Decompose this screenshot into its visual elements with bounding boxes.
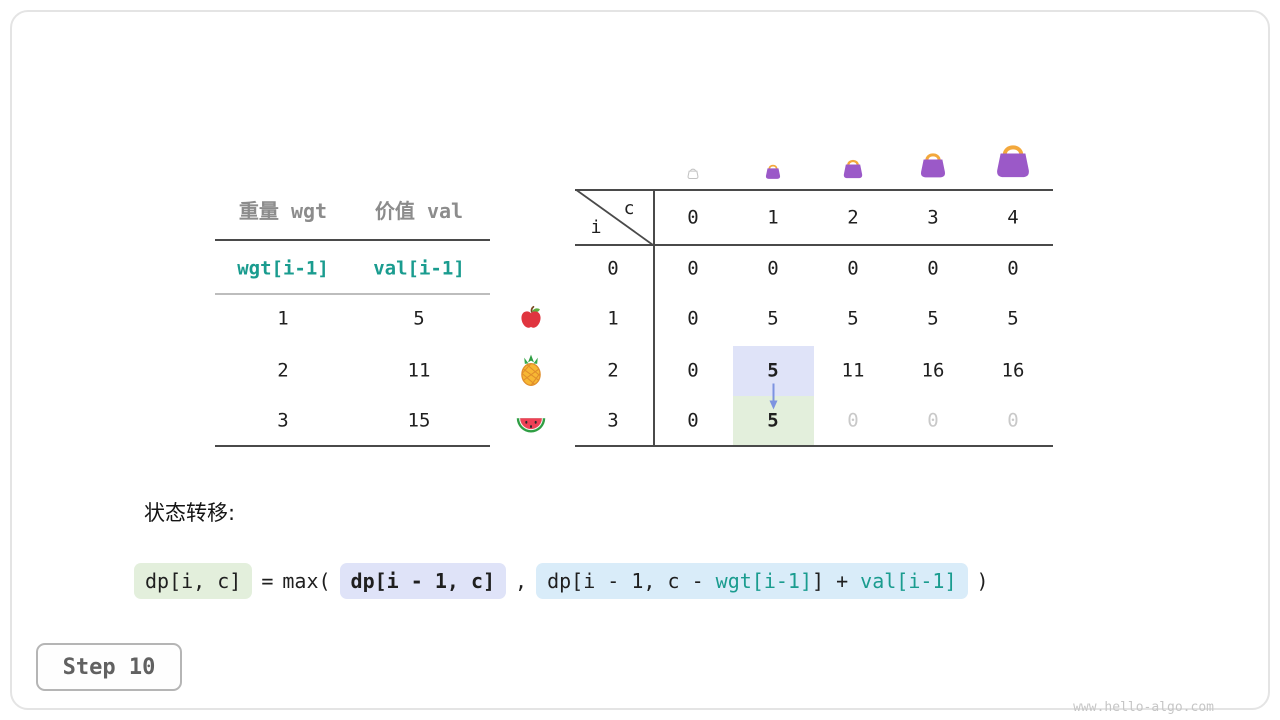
dp-cell-r3-c1: 5: [767, 409, 779, 432]
item-row1-val: 5: [413, 307, 425, 330]
dp-table-top-divider: [575, 189, 1053, 191]
dp-col-header-3: 3: [927, 206, 939, 229]
dp-row-header-0: 0: [607, 257, 619, 280]
dp-cell-r3-c4: 0: [1007, 409, 1019, 432]
item-table-index-val: val[i-1]: [373, 257, 465, 280]
dp-table-header-divider: [575, 244, 1053, 246]
dp-cell-r1-c3: 5: [927, 307, 939, 330]
step-label: Step 10: [62, 654, 156, 680]
dp-col-header-4: 4: [1007, 206, 1019, 229]
dp-cell-r2-c2: 11: [841, 359, 865, 382]
bag-capacity-1-icon: [763, 161, 783, 181]
bag-capacity-0-icon: [686, 166, 700, 180]
formula-arg2-val: val[i-1]: [860, 569, 957, 593]
dp-cell-r0-c1: 0: [767, 257, 779, 280]
dp-col-header-1: 1: [767, 206, 779, 229]
dp-cell-r0-c2: 0: [847, 257, 859, 280]
item-row3-val: 15: [407, 409, 431, 432]
dp-cell-r3-c0: 0: [687, 409, 699, 432]
pineapple-icon: [514, 353, 548, 387]
item-row2-wgt: 2: [277, 359, 289, 382]
dp-col-header-2: 2: [847, 206, 859, 229]
item-row2-val: 11: [407, 359, 431, 382]
dp-cell-r2-c0: 0: [687, 359, 699, 382]
dp-cell-r3-c3: 0: [927, 409, 939, 432]
item-table-header-value: 价值 val: [374, 199, 464, 223]
dp-cell-r1-c2: 5: [847, 307, 859, 330]
formula-arg2-chip: dp[i - 1, c - wgt[i-1]] + val[i-1]: [536, 563, 968, 599]
dp-cell-r1-c1: 5: [767, 307, 779, 330]
bag-capacity-4-icon: [991, 137, 1036, 182]
corner-col-label: c: [623, 198, 635, 219]
item-table-mid-divider: [215, 293, 490, 295]
formula-comma: ,: [515, 569, 528, 593]
dp-table-vertical-divider: [653, 189, 655, 447]
watermark-url: www.hello-algo.com: [1073, 700, 1214, 715]
formula-arg2-prefix: dp[i - 1, c -: [547, 569, 716, 593]
item-table-header-weight: 重量 wgt: [238, 199, 328, 223]
formula-equals: =: [261, 569, 274, 593]
state-transition-formula: dp[i, c] = max( dp[i - 1, c] , dp[i - 1,…: [134, 563, 989, 599]
dp-row-header-2: 2: [607, 359, 619, 382]
formula-arg2-mid: ] +: [812, 569, 861, 593]
dp-cell-r1-c0: 0: [687, 307, 699, 330]
formula-close-paren: ): [976, 569, 989, 593]
dp-row-header-3: 3: [607, 409, 619, 432]
dp-cell-r0-c4: 0: [1007, 257, 1019, 280]
dp-cell-r2-c3: 16: [921, 359, 945, 382]
formula-arg1-chip: dp[i - 1, c]: [339, 563, 507, 599]
item-row1-wgt: 1: [277, 307, 289, 330]
dp-cell-r0-c0: 0: [687, 257, 699, 280]
dp-cell-r1-c4: 5: [1007, 307, 1019, 330]
item-table-top-divider: [215, 239, 490, 241]
item-table-index-wgt: wgt[i-1]: [237, 257, 329, 280]
figure-card: [10, 10, 1270, 710]
watermelon-icon: [514, 404, 548, 438]
bag-capacity-2-icon: [840, 155, 866, 181]
dp-cell-r2-c4: 16: [1001, 359, 1025, 382]
corner-diagonal-line: [575, 189, 654, 246]
formula-max-open: max(: [282, 569, 331, 593]
step-badge: Step 10: [36, 643, 182, 691]
bag-capacity-3-icon: [916, 147, 950, 181]
corner-row-label: i: [590, 217, 602, 238]
dp-cell-r2-c1: 5: [767, 359, 779, 382]
transition-arrow-icon: [769, 383, 778, 410]
dp-cell-r3-c2: 0: [847, 409, 859, 432]
formula-arg2-wgt: wgt[i-1]: [715, 569, 812, 593]
state-transition-label: 状态转移:: [144, 501, 236, 525]
dp-table-bottom-divider: [575, 445, 1053, 447]
dp-row-header-1: 1: [607, 307, 619, 330]
item-table-bottom-divider: [215, 445, 490, 447]
formula-lhs-chip: dp[i, c]: [134, 563, 253, 599]
item-row3-wgt: 3: [277, 409, 289, 432]
dp-col-header-0: 0: [687, 206, 699, 229]
apple-icon: [517, 304, 545, 332]
dp-cell-r0-c3: 0: [927, 257, 939, 280]
